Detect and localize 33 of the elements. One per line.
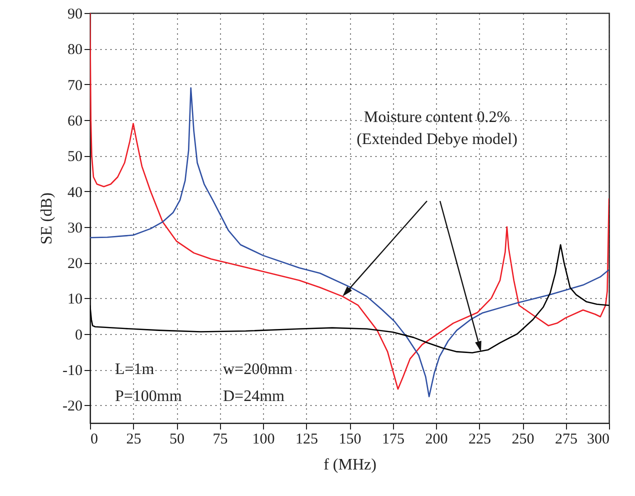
y-tick-label: -20 bbox=[62, 398, 82, 415]
x-tick-label: 0 bbox=[90, 432, 98, 448]
y-tick-label: 50 bbox=[68, 149, 82, 166]
y-tick-label: 30 bbox=[68, 220, 82, 236]
y-tick-label: 60 bbox=[68, 113, 82, 130]
x-tick-label: 75 bbox=[212, 432, 228, 448]
x-tick-label: 300 bbox=[587, 432, 610, 448]
x-tick-label: 225 bbox=[468, 432, 491, 448]
annotation: w=200mm bbox=[223, 361, 294, 378]
x-tick-label: 175 bbox=[382, 432, 404, 448]
annotation: Moisture content 0.2% (Extended Debye model) bbox=[356, 109, 518, 148]
y-axis-title: SE (dB) bbox=[38, 192, 56, 244]
y-tick-label: 90 bbox=[68, 6, 82, 22]
y-tick-label: 70 bbox=[68, 78, 82, 94]
y-tick-label: 10 bbox=[68, 292, 82, 308]
y-tick-label: 80 bbox=[68, 42, 82, 58]
y-tick-label: 20 bbox=[68, 256, 82, 272]
annotation: P=100mm bbox=[115, 388, 182, 405]
y-tick-label: -10 bbox=[62, 363, 82, 380]
x-tick-label: 125 bbox=[296, 432, 318, 448]
y-tick-label: 0 bbox=[75, 327, 82, 344]
x-tick-label: 250 bbox=[512, 432, 534, 448]
x-tick-label: 150 bbox=[338, 432, 362, 448]
x-tick-label: 100 bbox=[252, 432, 275, 448]
x-tick-label: 200 bbox=[425, 432, 448, 448]
y-tick-label: 40 bbox=[68, 184, 82, 201]
annotation: L=1m bbox=[115, 361, 155, 378]
x-tick-label: 275 bbox=[555, 432, 578, 448]
x-tick-label: 25 bbox=[126, 432, 142, 448]
x-tick-label: 50 bbox=[170, 432, 184, 448]
annotation: D=24mm bbox=[223, 388, 286, 405]
line-series bbox=[90, 244, 609, 354]
x-axis-title: f (MHz) bbox=[324, 456, 376, 474]
